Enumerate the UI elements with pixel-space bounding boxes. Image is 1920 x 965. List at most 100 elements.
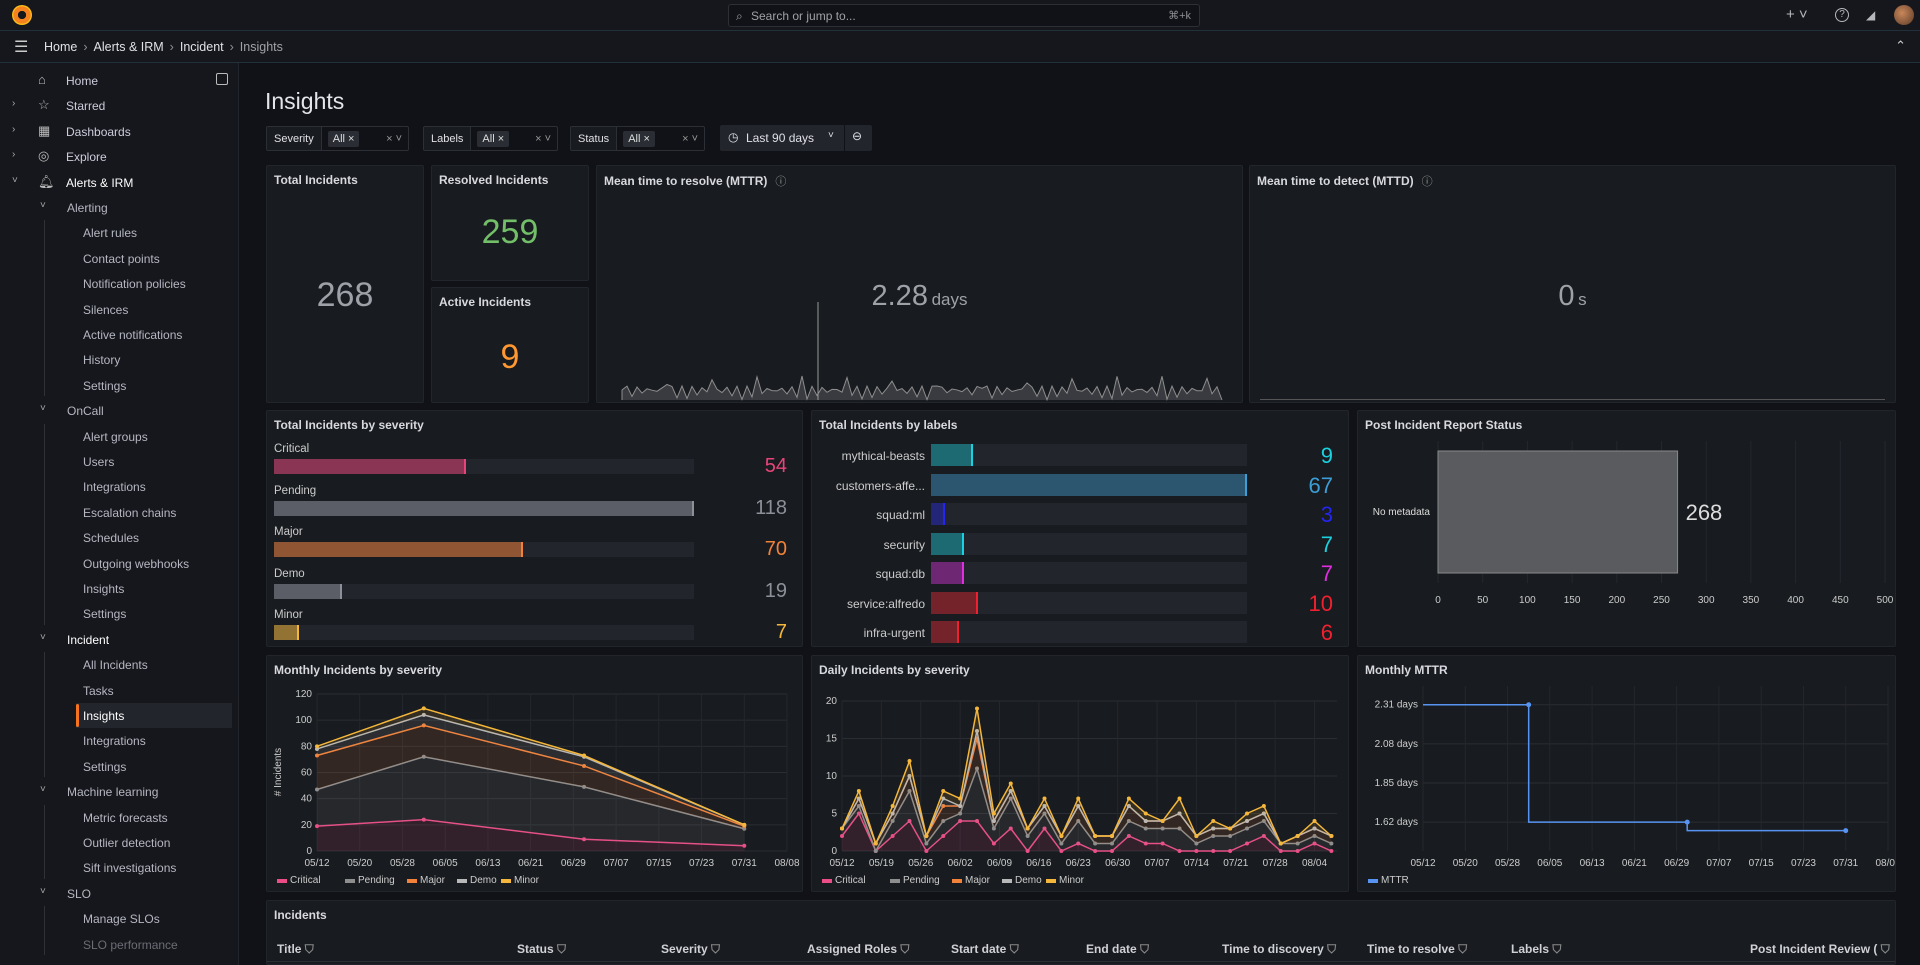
sidebar-item-slo[interactable]: ˅ SLO	[40, 885, 92, 901]
legend-item[interactable]: Major	[965, 875, 991, 886]
legend-item[interactable]: Pending	[358, 875, 395, 886]
filter-chip[interactable]: All ×	[327, 130, 360, 147]
column-header[interactable]: Labels ⛉	[1511, 942, 1562, 956]
new-button[interactable]: + ˅	[1786, 6, 1808, 23]
column-header[interactable]: End date ⛉	[1086, 942, 1150, 956]
sidebar-item-all-incidents[interactable]: All Incidents	[83, 658, 148, 673]
sidebar-item-settings[interactable]: Settings	[83, 759, 127, 774]
sidebar-item-alerting[interactable]: ˅ Alerting	[40, 200, 108, 215]
chevron-icon[interactable]: ›	[12, 98, 16, 110]
breadcrumb-incident[interactable]: Incident	[179, 40, 224, 54]
chevron-icon[interactable]: ˅	[40, 784, 46, 796]
column-header[interactable]: Status ⛉	[517, 942, 567, 956]
filter-icon[interactable]: ⛉	[1454, 942, 1468, 956]
chevron-icon[interactable]: ›	[12, 149, 16, 161]
column-header[interactable]: Post Incident Review ( ⛉	[1750, 942, 1890, 956]
sidebar-item-starred[interactable]: › ☆ Starred	[12, 97, 106, 114]
rss-icon[interactable]: ◢	[1866, 8, 1876, 22]
dock-menu-icon[interactable]	[216, 73, 228, 85]
legend-item[interactable]: Demo	[470, 875, 497, 886]
sidebar-item-alert-rules[interactable]: Alert rules	[83, 226, 138, 241]
search-input[interactable]: ⌕ Search or jump to... ⌘+k	[728, 4, 1200, 27]
filter-icon[interactable]: ⛉	[897, 942, 910, 956]
time-range-picker[interactable]: ◷ Last 90 days ˅ ⊖	[720, 125, 872, 151]
filter-icon[interactable]: ⛉	[1006, 942, 1019, 956]
sidebar-item-schedules[interactable]: Schedules	[83, 531, 140, 546]
sidebar-item-machine-learning[interactable]: ˅ Machine learning	[40, 784, 159, 800]
sidebar-item-alert-groups[interactable]: Alert groups	[83, 429, 148, 444]
sidebar-item-home[interactable]: ⌂ Home	[38, 72, 99, 88]
sidebar-item-users[interactable]: Users	[83, 455, 115, 469]
sidebar-item-integrations[interactable]: Integrations	[83, 734, 146, 749]
sidebar-item-slo-performance[interactable]: SLO performance	[83, 937, 178, 952]
legend-item[interactable]: Critical	[835, 875, 866, 886]
legend-item[interactable]: Pending	[903, 875, 940, 886]
sidebar-item-notification-policies[interactable]: Notification policies	[83, 277, 186, 292]
sidebar-item-outgoing-webhooks[interactable]: Outgoing webhooks	[83, 556, 190, 571]
collapse-icon[interactable]: ⌃	[1895, 38, 1906, 53]
avatar[interactable]	[1894, 5, 1914, 25]
legend-item[interactable]: Minor	[514, 875, 540, 886]
sidebar-item-history[interactable]: History	[83, 353, 121, 368]
column-header[interactable]: Severity ⛉	[661, 942, 721, 956]
filter-icon[interactable]: ⛉	[707, 942, 721, 956]
chevron-icon[interactable]: ˅	[12, 174, 18, 186]
sidebar-item-oncall[interactable]: ˅ OnCall	[40, 403, 104, 419]
help-icon[interactable]: ?	[1835, 8, 1849, 22]
sidebar-item-outlier-detection[interactable]: Outlier detection	[83, 836, 171, 850]
chevron-icon[interactable]: ˅	[40, 200, 46, 211]
filter-icon[interactable]: ⛉	[1323, 942, 1337, 956]
sidebar-item-sift-investigations[interactable]: Sift investigations	[83, 861, 177, 876]
filter-chip[interactable]: All ×	[623, 130, 655, 147]
sidebar-item-active-notifications[interactable]: Active notifications	[83, 328, 183, 342]
sidebar-item-manage-slos[interactable]: Manage SLOs	[83, 912, 160, 927]
legend-item[interactable]: Critical	[290, 875, 321, 886]
sidebar-item-incident[interactable]: ˅ Incident	[40, 631, 110, 647]
clear-chevron-icon[interactable]: × ˅	[386, 132, 402, 145]
column-header[interactable]: Title ⛉	[277, 942, 314, 956]
sidebar-item-integrations[interactable]: Integrations	[83, 480, 146, 495]
remove-icon[interactable]: ×	[494, 132, 505, 145]
column-header[interactable]: Assigned Roles ⛉	[807, 942, 910, 956]
chevron-icon[interactable]: ˅	[40, 403, 46, 415]
filter-icon[interactable]: ⛉	[553, 942, 567, 956]
legend-item[interactable]: MTTR	[1381, 875, 1409, 886]
sidebar-item-settings[interactable]: Settings	[83, 607, 127, 622]
legend-item[interactable]: Major	[420, 875, 446, 886]
filter-chip[interactable]: All ×	[477, 130, 510, 147]
filter-labels[interactable]: Labels All × × ˅	[423, 126, 558, 151]
clear-chevron-icon[interactable]: × ˅	[535, 132, 551, 145]
info-icon[interactable]: ⓘ	[775, 176, 787, 188]
chevron-icon[interactable]: ˅	[40, 885, 46, 897]
filter-icon[interactable]: ⛉	[301, 942, 314, 956]
chevron-icon[interactable]: ˅	[40, 631, 46, 643]
breadcrumb-alerts[interactable]: Alerts & IRM	[93, 40, 164, 54]
menu-icon[interactable]: ☰	[14, 39, 29, 56]
sidebar-item-escalation-chains[interactable]: Escalation chains	[83, 505, 177, 520]
chevron-icon[interactable]: ›	[12, 123, 16, 135]
info-icon[interactable]: ⓘ	[1421, 176, 1433, 188]
remove-icon[interactable]: ×	[344, 132, 355, 145]
sidebar-item-contact-points[interactable]: Contact points	[83, 251, 160, 266]
sidebar-item-alerts-irm[interactable]: ˅ 🔔︎ Alerts & IRM	[12, 173, 134, 190]
sidebar-item-settings[interactable]: Settings	[83, 378, 127, 393]
filter-severity[interactable]: Severity All × × ˅	[266, 126, 409, 151]
sidebar-item-tasks[interactable]: Tasks	[83, 683, 114, 698]
zoom-out-icon[interactable]: ⊖	[852, 129, 863, 143]
sidebar-item-dashboards[interactable]: › ▦ Dashboards	[12, 122, 131, 139]
legend-item[interactable]: Minor	[1059, 875, 1085, 886]
column-header[interactable]: Start date ⛉	[951, 942, 1019, 956]
sidebar-item-metric-forecasts[interactable]: Metric forecasts	[83, 810, 168, 825]
sidebar-item-explore[interactable]: › ◎ Explore	[12, 148, 107, 165]
sidebar-item-silences[interactable]: Silences	[83, 302, 129, 317]
breadcrumb-home[interactable]: Home	[44, 40, 78, 54]
filter-icon[interactable]: ⛉	[1877, 942, 1890, 956]
legend-item[interactable]: Demo	[1015, 875, 1042, 886]
filter-icon[interactable]: ⛉	[1549, 942, 1562, 956]
remove-icon[interactable]: ×	[640, 132, 650, 145]
sidebar-item-insights[interactable]: Insights	[76, 703, 232, 728]
column-header[interactable]: Time to resolve ⛉	[1367, 942, 1468, 956]
column-header[interactable]: Time to discovery ⛉	[1222, 942, 1337, 956]
filter-status[interactable]: Status All × × ˅	[570, 126, 705, 151]
clear-chevron-icon[interactable]: × ˅	[682, 132, 698, 145]
